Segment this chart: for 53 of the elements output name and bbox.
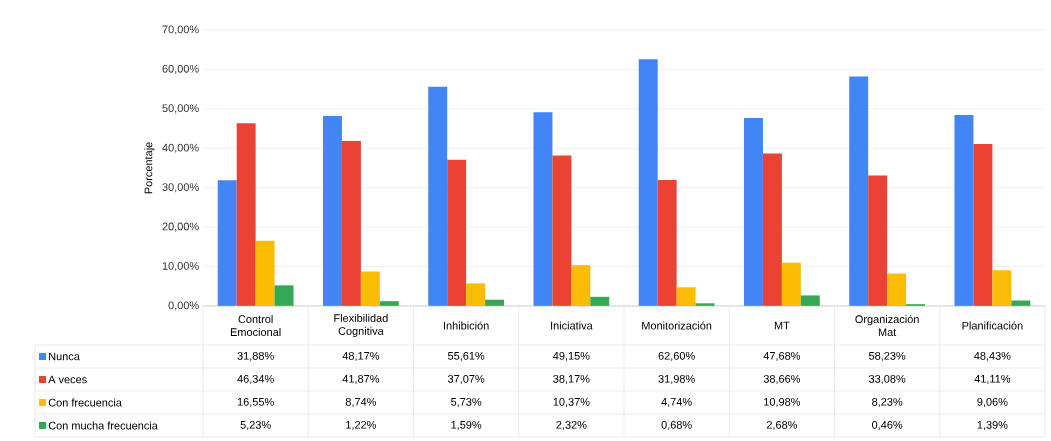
data-label: 38,66% xyxy=(763,374,801,385)
x-tick-label: Planificación xyxy=(962,321,1023,330)
data-label: 37,07% xyxy=(447,374,485,385)
data-label: 58,23% xyxy=(868,351,906,362)
data-label: 31,88% xyxy=(237,351,274,362)
data-label: 5,73% xyxy=(451,397,482,408)
x-tick-label: Control Emocional xyxy=(230,314,281,336)
data-label: 33,08% xyxy=(868,374,906,385)
data-label: 1,39% xyxy=(977,420,1008,431)
x-tick-label: Flexibilidad Cognitiva xyxy=(334,313,388,338)
data-label: 55,61% xyxy=(447,351,485,362)
data-label: 62,60% xyxy=(658,351,695,362)
data-label: 41,11% xyxy=(974,374,1011,384)
x-tick-label: Organización Mat xyxy=(855,314,919,337)
x-tick-label: Iniciativa xyxy=(551,321,593,330)
data-label: 46,34% xyxy=(237,374,274,385)
y-axis-title: Porcentaje xyxy=(144,142,155,194)
data-label: 16,55% xyxy=(237,397,274,408)
legend-label: Nunca xyxy=(49,352,80,361)
data-label: 47,68% xyxy=(763,351,801,362)
data-label: 38,17% xyxy=(553,374,590,385)
data-label: 5,23% xyxy=(240,420,271,431)
y-tick-label: 20,00% xyxy=(162,222,199,232)
y-tick-label: 30,00% xyxy=(162,183,199,193)
data-label: 10,98% xyxy=(764,397,801,408)
data-label: 1,59% xyxy=(451,420,482,431)
data-label: 31,98% xyxy=(658,374,695,385)
data-label: 49,15% xyxy=(553,351,590,362)
y-tick-label: 70,00% xyxy=(162,25,199,35)
data-label: 8,74% xyxy=(345,397,377,408)
data-label: 0,68% xyxy=(661,420,692,431)
x-tick-label: Inhibición xyxy=(444,321,489,330)
data-label: 48,43% xyxy=(974,351,1011,362)
x-tick-label: Monitorización xyxy=(642,321,712,330)
data-label: 2,68% xyxy=(766,420,798,431)
legend-label: Con frecuencia xyxy=(48,398,122,407)
y-tick-label: 50,00% xyxy=(162,104,199,114)
y-tick-label: 10,00% xyxy=(162,262,199,272)
data-label: 48,17% xyxy=(342,351,380,362)
legend-label: A veces xyxy=(48,375,87,384)
data-label: 4,74% xyxy=(661,397,692,407)
legend-label: Con mucha frecuencia xyxy=(48,421,158,430)
data-label: 8,23% xyxy=(872,397,903,408)
data-label: 41,87% xyxy=(342,374,380,385)
y-tick-label: 60,00% xyxy=(162,64,199,74)
data-label: 2,32% xyxy=(556,420,587,431)
x-tick-label: MT xyxy=(774,321,790,330)
data-label: 9,06% xyxy=(977,397,1008,408)
data-label: 1,22% xyxy=(346,420,377,431)
y-tick-label: 0,00% xyxy=(168,301,199,311)
data-label: 10,37% xyxy=(553,397,590,408)
data-label: 0,46% xyxy=(872,420,903,431)
y-tick-label: 40,00% xyxy=(162,143,199,153)
